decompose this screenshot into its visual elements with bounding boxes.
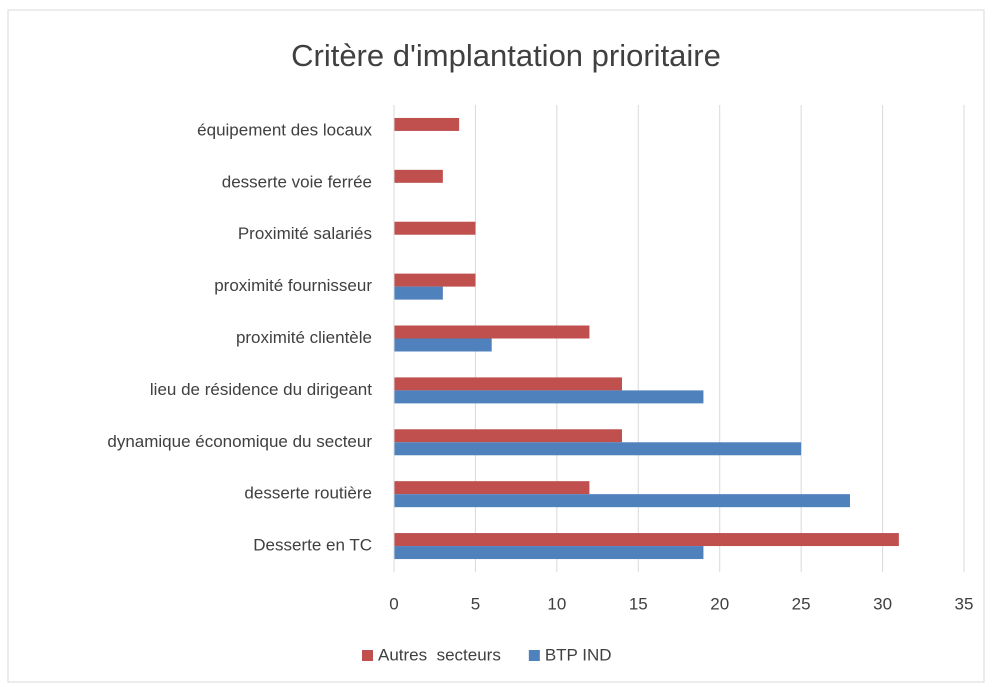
bar — [394, 481, 590, 495]
legend-swatch — [362, 650, 373, 661]
y-tick-label: proximité clientèle — [236, 328, 372, 347]
bar — [394, 325, 590, 339]
x-tick-label: 25 — [792, 594, 811, 613]
x-tick-label: 30 — [873, 594, 892, 613]
legend-label: BTP IND — [545, 645, 612, 664]
bar — [394, 442, 802, 456]
bar — [394, 377, 622, 391]
bar — [394, 338, 492, 352]
bar — [394, 494, 850, 508]
bar — [394, 286, 443, 300]
x-tick-label: 20 — [710, 594, 729, 613]
y-tick-label: desserte routière — [244, 484, 372, 503]
bar — [394, 533, 899, 547]
x-tick-label: 0 — [389, 594, 398, 613]
x-tick-label: 15 — [629, 594, 648, 613]
y-tick-label: lieu de résidence du dirigeant — [150, 380, 372, 399]
bar — [394, 169, 443, 183]
y-tick-label: équipement des locaux — [197, 120, 372, 139]
y-tick-label: dynamique économique du secteur — [107, 432, 372, 451]
bar — [394, 117, 460, 131]
bar — [394, 546, 704, 560]
bar — [394, 390, 704, 404]
legend-label: Autres secteurs — [378, 645, 501, 664]
x-tick-label: 35 — [955, 594, 974, 613]
bar — [394, 429, 622, 443]
legend-swatch — [528, 650, 540, 661]
bar — [394, 221, 476, 235]
x-tick-label: 5 — [471, 594, 480, 613]
y-tick-label: proximité fournisseur — [214, 276, 372, 295]
x-tick-label: 10 — [547, 594, 566, 613]
chart-title: Critère d'implantation prioritaire — [291, 38, 721, 73]
bar — [394, 273, 476, 287]
y-tick-label: Desserte en TC — [253, 536, 372, 555]
y-tick-label: Proximité salariés — [238, 224, 372, 243]
chart-border — [7, 9, 985, 683]
y-tick-label: desserte voie ferrée — [222, 172, 372, 191]
